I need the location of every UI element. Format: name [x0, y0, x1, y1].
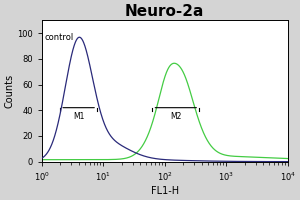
- Text: M1: M1: [73, 112, 84, 121]
- Text: M2: M2: [170, 112, 182, 121]
- X-axis label: FL1-H: FL1-H: [151, 186, 179, 196]
- Y-axis label: Counts: Counts: [4, 74, 14, 108]
- Title: Neuro-2a: Neuro-2a: [125, 4, 204, 19]
- Text: control: control: [45, 33, 74, 42]
